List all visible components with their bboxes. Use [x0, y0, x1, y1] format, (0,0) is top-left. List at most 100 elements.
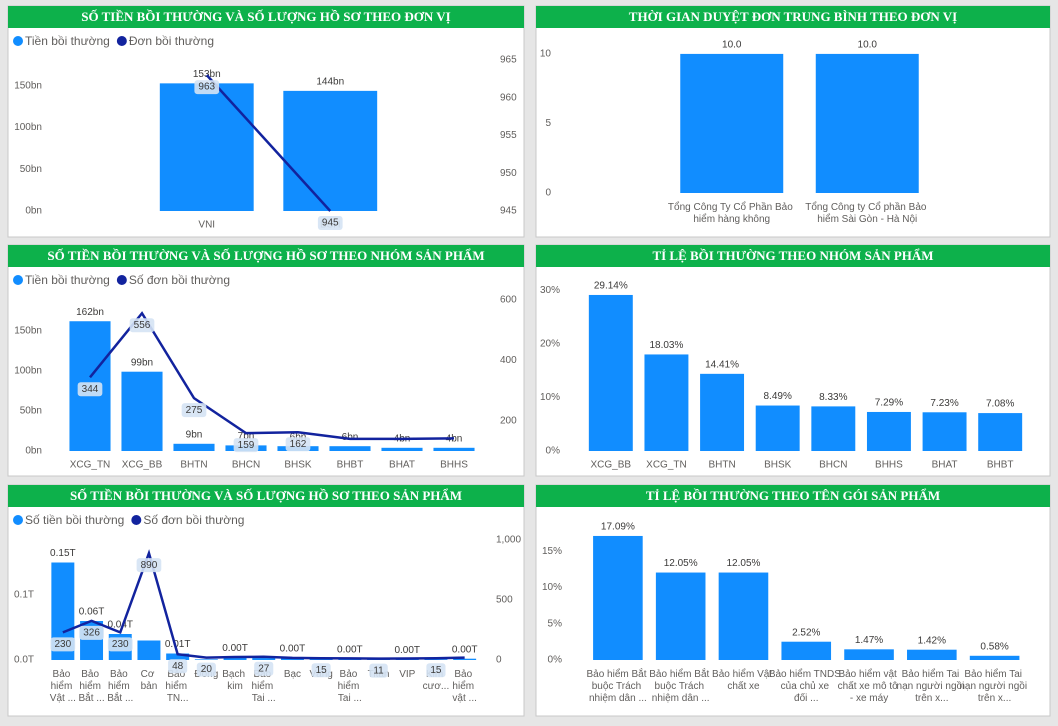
x-tick-label: Cơ bản	[141, 669, 158, 692]
bar	[588, 294, 633, 451]
x-tick-label: Bảo hiểm TN...	[165, 669, 189, 704]
legend-label: Tiền bồi thường	[25, 34, 110, 48]
bar	[137, 640, 161, 660]
legend-label: Đơn bồi thường	[129, 34, 214, 48]
bar-value-label: 7.08%	[986, 399, 1014, 410]
y2-tick-label: 950	[500, 168, 517, 179]
panel-title: TỈ LỆ BỒI THƯỜNG THEO TÊN GÓI SẢN PHẨM	[646, 488, 940, 503]
line-label-box	[254, 661, 274, 676]
panel-header	[8, 245, 524, 267]
line	[62, 549, 465, 660]
y-tick-label: 0bn	[25, 446, 42, 457]
y-tick-label: 0%	[548, 655, 563, 666]
line-label-box	[194, 80, 220, 95]
bar-value-label: 7.23%	[930, 398, 958, 409]
legend-label: Số đơn bồi thường	[129, 273, 230, 287]
panel-background	[7, 484, 525, 717]
x-tick-label: XCG_TN	[646, 460, 687, 471]
x-tick-label: Tổng Công Ty Cổ Phần Bảo hiểm hàng không	[668, 201, 796, 225]
bar-value-label: 0.15T	[50, 548, 76, 559]
x-tick-label: BHBT	[337, 460, 364, 471]
bar-value-label: 6bn	[342, 432, 359, 443]
bar	[844, 649, 894, 660]
x-tick-label: Bạch kim	[222, 669, 248, 692]
line-label-box	[77, 382, 103, 397]
y2-tick-label: 400	[500, 355, 517, 366]
x-tick-label: Bảo hiểm Vật chất xe	[712, 668, 775, 692]
x-tick-label: Bảo hiểm Bắt ...	[78, 669, 104, 704]
line-value-label: 20	[201, 664, 213, 675]
panel: TỈ LỆ BỒI THƯỜNG THEO TÊN GÓI SẢN PHẨM 0%…	[535, 484, 1051, 717]
x-tick-label: BHAT	[389, 460, 415, 471]
bar-value-label: 17.09%	[601, 522, 635, 533]
bar-value-label: 7bn	[238, 431, 255, 442]
x-tick-label: XCG_BB	[591, 460, 632, 471]
bar-value-label: 162bn	[76, 307, 104, 318]
x-tick-label: BHCN	[232, 460, 260, 471]
line-value-label: 945	[322, 218, 339, 229]
y2-tick-label: 960	[500, 92, 517, 103]
legend-marker	[13, 515, 23, 525]
line-value-label: 11	[373, 665, 384, 676]
y-tick-label: 0.1T	[14, 590, 34, 601]
y-tick-label: 5%	[548, 618, 563, 629]
line-label-box	[426, 663, 446, 678]
bar-value-label: 0.00T	[222, 643, 248, 654]
x-tick-label: BHSK	[284, 460, 312, 471]
line-label-box	[233, 438, 259, 453]
bar	[644, 354, 689, 451]
x-tick-label: BHHS	[875, 460, 903, 471]
bar	[453, 658, 477, 660]
line-value-label: 162	[290, 439, 307, 450]
panel-title: THỜI GIAN DUYỆT ĐƠN TRUNG BÌNH THEO ĐƠN …	[629, 9, 957, 24]
bar	[969, 655, 1020, 660]
bar	[194, 659, 218, 660]
x-tick-label: VNI	[198, 220, 215, 231]
y-tick-label: 100bn	[14, 122, 42, 133]
legend-marker	[116, 275, 127, 285]
x-tick-label: VIP	[399, 669, 415, 680]
bar	[978, 413, 1023, 451]
bar-value-label: 99bn	[131, 357, 153, 368]
line-label-box	[196, 662, 216, 677]
y2-tick-label: 600	[500, 295, 517, 306]
line-label-box	[317, 216, 343, 230]
x-tick-label: Bạc	[284, 669, 301, 680]
line-label-box	[285, 437, 311, 452]
line-value-label: 48	[172, 661, 184, 672]
bar	[424, 659, 448, 660]
bar	[866, 411, 911, 451]
legend-label: Số tiền bồi thường	[25, 513, 124, 527]
legend-label: Tiền bồi thường	[25, 273, 110, 287]
y2-tick-label: 965	[500, 55, 517, 66]
x-tick-label: BHSK	[764, 460, 792, 471]
line-value-label: 890	[141, 560, 158, 571]
x-tick-label: BHHS	[440, 460, 468, 471]
legend-marker	[131, 515, 142, 525]
line-value-label: 15	[316, 665, 328, 676]
bar	[593, 535, 643, 660]
x-tick-label: BHAT	[932, 460, 958, 471]
bar-value-label: 0.04T	[107, 620, 133, 631]
bar	[781, 641, 832, 660]
legend-marker	[116, 36, 127, 46]
panel: SỐ TIỀN BỒI THƯỜNG VÀ SỐ LƯỢNG HỒ SƠ THE…	[7, 5, 525, 238]
bar	[433, 447, 475, 451]
x-tick-label: Bảo hiểm TNDS của chủ xe đối ...	[769, 668, 844, 704]
y-tick-label: 15%	[542, 546, 562, 557]
panel: TỈ LỆ BỒI THƯỜNG THEO NHÓM SẢN PHẨM 0% 10%…	[535, 244, 1051, 477]
bar	[811, 406, 856, 451]
x-tick-label: Bảo hiểm Bắt ...	[107, 669, 133, 704]
y2-tick-label: 200	[500, 415, 517, 426]
bar-value-label: 12.05%	[664, 558, 698, 569]
panel-header	[536, 485, 1050, 507]
x-tick-label: XCG_BB	[122, 460, 163, 471]
line-value-label: 275	[186, 405, 203, 416]
bar	[655, 572, 706, 660]
bar	[252, 658, 276, 660]
panel-title: TỈ LỆ BỒI THƯỜNG THEO NHÓM SẢN PHẨM	[652, 248, 933, 263]
y-tick-label: 50bn	[20, 406, 42, 417]
x-tick-label: BHCN	[819, 460, 847, 471]
bar	[907, 649, 957, 660]
line-label-box	[50, 637, 76, 652]
